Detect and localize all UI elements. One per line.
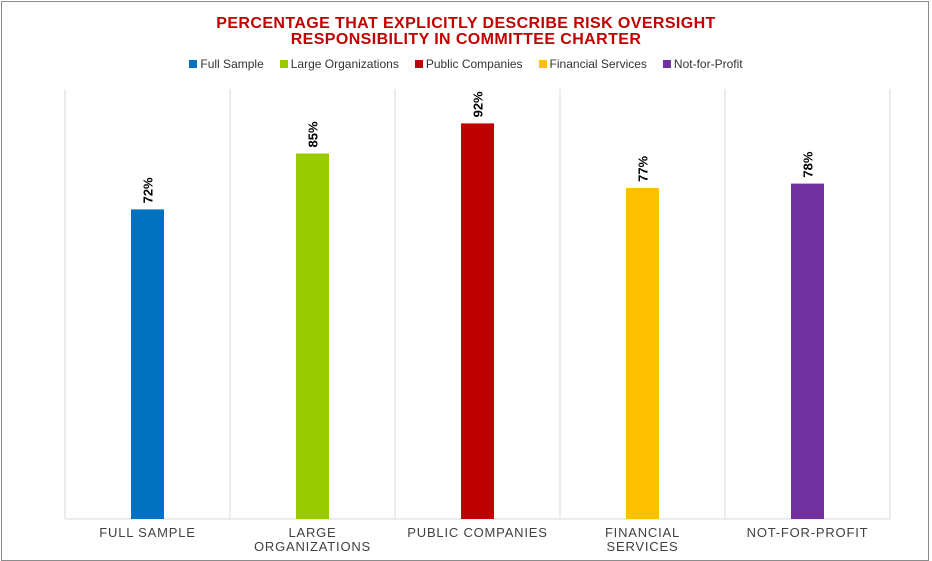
bar-full-sample: [131, 209, 164, 519]
bar-financial-services: [626, 187, 659, 519]
legend-label: Public Companies: [425, 57, 523, 71]
legend-label: Not-for-Profit: [673, 57, 743, 71]
chart-title-line-1: PERCENTAGE THAT EXPLICITLY DESCRIBE RISK…: [216, 15, 716, 32]
legend-item: Public Companies: [414, 57, 523, 71]
legend-item: Large Organizations: [279, 57, 399, 71]
legend-swatch: [662, 60, 671, 68]
data-label: 72%: [141, 177, 156, 203]
legend-swatch: [189, 60, 198, 68]
bar-not-for-profit: [791, 183, 824, 519]
category-label: PUBLIC COMPANIES: [407, 525, 547, 540]
chart-title: PERCENTAGE THAT EXPLICITLY DESCRIBE RISK…: [0, 16, 932, 48]
legend-label: Financial Services: [549, 57, 647, 71]
legend-label: Large Organizations: [290, 57, 399, 71]
category-label: ORGANIZATIONS: [254, 539, 371, 554]
chart-title-line-2: RESPONSIBILITY IN COMMITTEE CHARTER: [290, 31, 642, 48]
data-label: 92%: [471, 91, 486, 117]
bar-large-organizations: [296, 153, 329, 519]
legend-label: Full Sample: [200, 57, 264, 71]
data-label: 78%: [801, 151, 816, 177]
legend-swatch: [279, 60, 288, 68]
chart-legend: Full Sample Large Organizations Public Com…: [0, 57, 932, 71]
bar-public-companies: [461, 123, 494, 520]
legend-swatch: [414, 60, 423, 68]
category-label: NOT-FOR-PROFIT: [747, 525, 869, 540]
data-label: 77%: [636, 155, 651, 181]
legend-item: Not-for-Profit: [662, 57, 743, 71]
legend-item: Full Sample: [189, 57, 264, 71]
legend-swatch: [538, 60, 547, 68]
data-label: 85%: [306, 121, 321, 147]
legend-item: Financial Services: [538, 57, 647, 71]
category-label: SERVICES: [607, 539, 679, 554]
category-label: FINANCIAL: [605, 525, 680, 540]
category-label: LARGE: [288, 525, 336, 540]
category-label: FULL SAMPLE: [99, 525, 195, 540]
